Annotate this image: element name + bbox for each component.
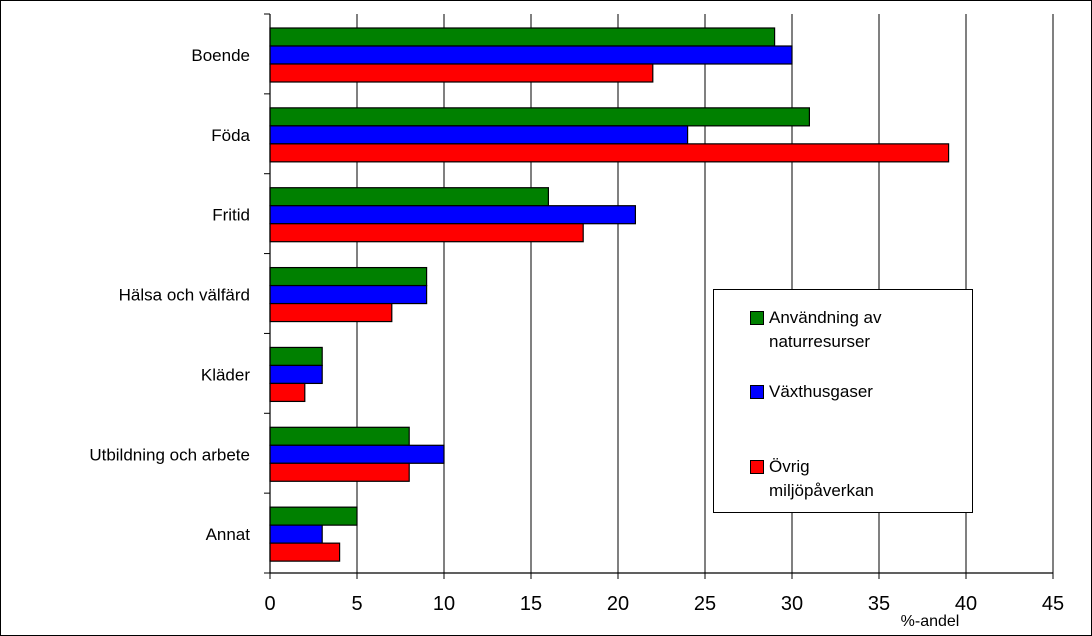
- bar: [269, 302, 393, 323]
- category-label: Fritid: [212, 206, 250, 225]
- x-axis-title: %-andel: [901, 613, 960, 630]
- bar: [269, 426, 410, 446]
- legend-label: Användning av naturresurser: [769, 308, 882, 351]
- x-tick-label: 20: [607, 593, 629, 615]
- bar: [269, 143, 950, 163]
- category-label: Hälsa och välfärd: [119, 286, 250, 305]
- legend-label: Växthusgaser: [769, 382, 873, 401]
- x-tick-label: 40: [955, 593, 977, 615]
- x-tick-label: 25: [694, 593, 716, 615]
- bars: [269, 27, 950, 562]
- legend-swatch-blue: [750, 385, 764, 399]
- category-label: Utbildning och arbete: [89, 445, 250, 464]
- bar: [269, 382, 306, 403]
- bar: [269, 45, 793, 65]
- bar: [269, 107, 811, 127]
- x-tick-label: 15: [520, 593, 542, 615]
- bar: [269, 506, 358, 526]
- legend-swatch-green: [750, 311, 764, 325]
- x-tick-label: 0: [264, 593, 275, 615]
- bar: [269, 346, 323, 367]
- bar: [269, 364, 323, 385]
- legend: Användning av naturresurser Växthusgaser…: [713, 289, 973, 513]
- bar: [269, 266, 428, 287]
- legend-item-other-impact: Övrig miljöpåverkan: [750, 455, 919, 503]
- legend-item-greenhouse-gases: Växthusgaser: [750, 380, 919, 404]
- bar: [269, 125, 689, 145]
- category-label: Kläder: [201, 365, 250, 384]
- x-tick-label: 30: [781, 593, 803, 615]
- bar: [269, 187, 549, 207]
- legend-label: Övrig miljöpåverkan: [769, 457, 874, 500]
- x-tick-label: 5: [351, 593, 362, 615]
- bar: [269, 63, 654, 83]
- legend-swatch-red: [750, 460, 764, 474]
- category-label: Föda: [211, 126, 250, 145]
- bar: [269, 542, 341, 562]
- category-label: Annat: [206, 525, 251, 544]
- bar: [269, 284, 428, 305]
- bar: [269, 205, 636, 225]
- bar: [269, 27, 776, 47]
- x-tick-label: 45: [1042, 593, 1064, 615]
- bar: [269, 462, 410, 482]
- bar: [269, 524, 323, 544]
- bar: [269, 444, 445, 464]
- axes: Boende Föda Fritid Hälsa och välfärd Kläder U…: [89, 13, 1064, 615]
- x-tick-label: 10: [433, 593, 455, 615]
- bar: [269, 223, 584, 243]
- x-tick-label: 35: [868, 593, 890, 615]
- legend-item-natural-resources: Användning av naturresurser: [750, 306, 919, 354]
- category-label: Boende: [191, 46, 250, 65]
